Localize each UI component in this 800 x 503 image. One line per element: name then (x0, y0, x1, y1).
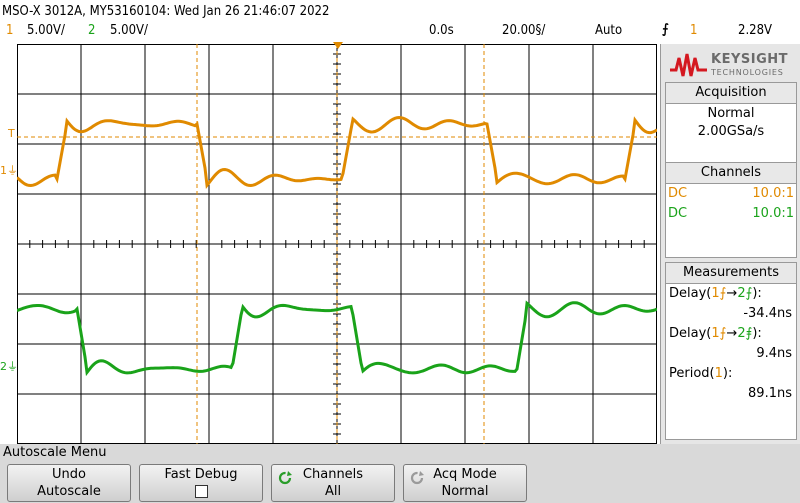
channels-box[interactable]: Channels DC 10.0:1 DC 10.0:1 (665, 162, 797, 258)
ch1-scale[interactable]: 5.00V/ (27, 23, 65, 38)
keysight-logo: KEYSIGHT TECHNOLOGIES (667, 48, 795, 84)
softkey-menu: Autoscale Menu Undo Autoscale Fast Debug… (0, 444, 800, 503)
acquisition-title: Acquisition (666, 83, 796, 104)
undo-autoscale-line1: Undo (52, 467, 86, 482)
channels-title: Channels (666, 163, 796, 184)
time-position[interactable]: 0.0s (429, 23, 454, 38)
trigger-level-marker[interactable]: T (8, 127, 15, 140)
rotate-knob-icon (278, 471, 292, 485)
acq-mode-button[interactable]: Acq Mode Normal (403, 464, 527, 502)
graticule-svg (15, 43, 658, 445)
info-panel: KEYSIGHT TECHNOLOGIES Acquisition Normal… (660, 44, 800, 444)
status-bar: MSO-X 3012A, MY53160104: Wed Jan 26 21:4… (0, 0, 800, 44)
trigger-edge-icon: ⨍ (662, 22, 669, 37)
ch1-ground-marker[interactable]: 1⏚ (0, 164, 18, 177)
measurement-period-label[interactable]: Period(1): (669, 366, 733, 381)
ch2-coupling: DC (668, 206, 688, 221)
channels-button[interactable]: Channels All (271, 464, 395, 502)
ch2-ground-marker[interactable]: 2⏚ (0, 360, 18, 373)
ch2-waveform (16, 300, 658, 377)
graticule-grid (16, 43, 658, 445)
measurement-delay-1-label[interactable]: Delay(1⨍→2⨍): (669, 286, 762, 301)
menu-title: Autoscale Menu (3, 445, 107, 460)
acquisition-box[interactable]: Acquisition Normal 2.00GSa/s (665, 82, 797, 168)
acquisition-mode: Normal (707, 106, 755, 121)
acquisition-rate: 2.00GSa/s (697, 124, 765, 139)
fast-debug-checkbox[interactable] (194, 485, 208, 498)
channels-label: Channels (302, 467, 364, 482)
fast-debug-label: Fast Debug (164, 467, 238, 482)
measurements-box[interactable]: Measurements Delay(1⨍→2⨍): -34.4ns Delay… (665, 262, 797, 440)
ch1-number[interactable]: 1 (6, 23, 14, 38)
measurement-delay-2-label[interactable]: Delay(1⨍→2⨎): (669, 326, 762, 341)
measurement-delay-2-value: 9.4ns (756, 346, 792, 361)
ch1-probe: 10.0:1 (752, 186, 794, 201)
trigger-mode[interactable]: Auto (595, 23, 623, 38)
fast-debug-button[interactable]: Fast Debug (139, 464, 263, 502)
keysight-wave-icon (670, 53, 707, 77)
measurements-title: Measurements (666, 263, 796, 284)
ch2-probe: 10.0:1 (752, 206, 794, 221)
trigger-position-marker[interactable] (333, 42, 343, 49)
ch1-coupling: DC (668, 186, 688, 201)
measurement-delay-1-value: -34.4ns (743, 306, 792, 321)
trigger-source[interactable]: 1 (690, 23, 698, 38)
acq-mode-label: Acq Mode (433, 467, 497, 482)
logo-brand-text: KEYSIGHT (711, 52, 788, 67)
acq-mode-value: Normal (441, 484, 489, 499)
instrument-info: MSO-X 3012A, MY53160104: Wed Jan 26 21:4… (2, 4, 330, 19)
measurement-period-value: 89.1ns (748, 386, 792, 401)
ch2-scale[interactable]: 5.00V/ (110, 23, 148, 38)
waveform-traces (15, 115, 658, 377)
trigger-level[interactable]: 2.28V (738, 23, 773, 38)
channels-value: All (324, 484, 342, 499)
time-scale[interactable]: 20.00§/ (502, 23, 546, 38)
undo-autoscale-button[interactable]: Undo Autoscale (7, 464, 131, 502)
waveform-display[interactable] (15, 43, 658, 445)
undo-autoscale-line2: Autoscale (37, 484, 101, 499)
rotate-knob-icon-gray (410, 471, 424, 485)
ch2-number[interactable]: 2 (88, 23, 96, 38)
logo-sub-text: TECHNOLOGIES (711, 68, 784, 77)
ch1-waveform (15, 115, 658, 190)
